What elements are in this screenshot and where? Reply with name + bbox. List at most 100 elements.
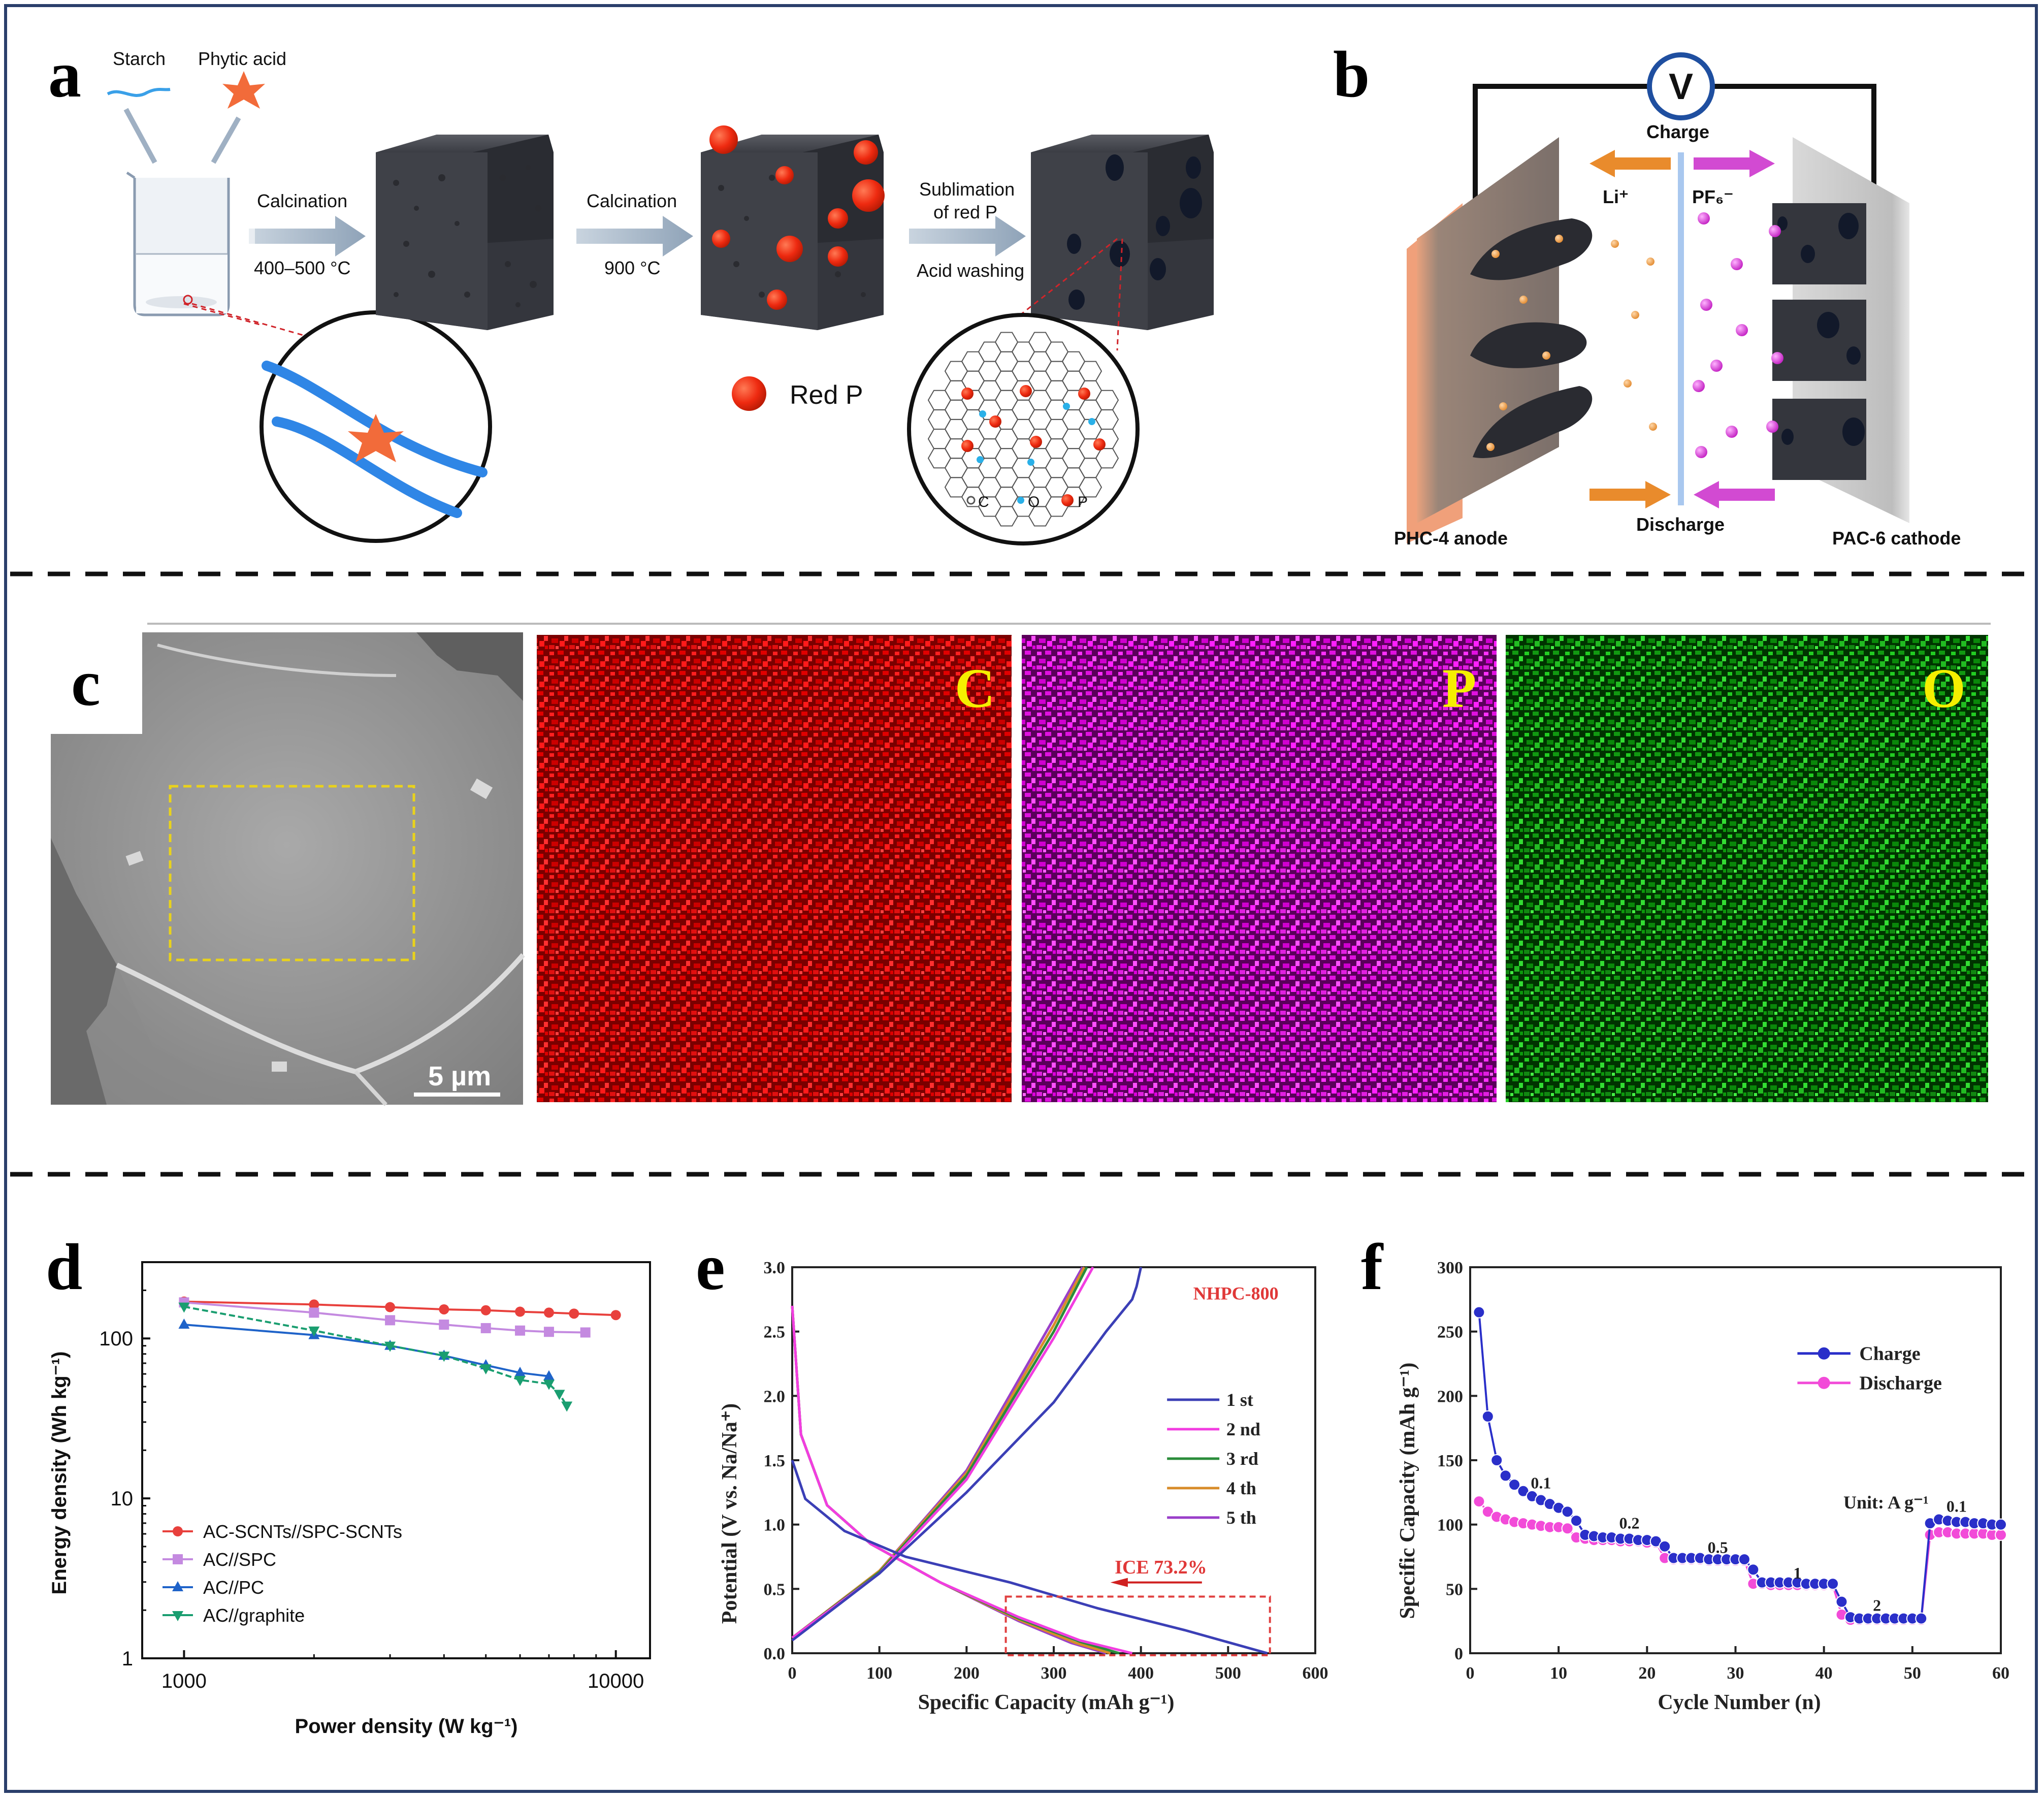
d-xlabel: Power density (W kg⁻¹) <box>295 1715 518 1738</box>
phytic-acid-star-icon <box>222 71 265 109</box>
e-ice-label: ICE 73.2% <box>1115 1557 1207 1578</box>
d-legend-marker <box>172 1611 183 1621</box>
panel-a: a Starch Phytic acid Calcination 400–500… <box>48 38 1214 545</box>
f-data-point <box>1738 1553 1750 1566</box>
f-legend-marker <box>1818 1347 1830 1360</box>
panel-letter-d: d <box>46 1231 82 1304</box>
panel-letter-c: c <box>71 647 101 720</box>
d-data-point <box>178 1302 190 1313</box>
d-data-point <box>385 1302 396 1312</box>
porous-carbon-cube <box>1031 135 1214 330</box>
lattice-phosphorus-atom <box>1020 385 1032 397</box>
d-series-line <box>184 1324 549 1377</box>
e-xlabel: Specific Capacity (mAh g⁻¹) <box>918 1691 1175 1714</box>
d-data-point <box>514 1366 526 1377</box>
lattice-phosphorus-atom <box>961 440 974 452</box>
f-rate-label: 2 <box>1873 1596 1881 1614</box>
step2-top-label: Calcination <box>587 190 677 211</box>
f-data-point <box>1473 1306 1485 1319</box>
e-xtick-label: 100 <box>866 1664 892 1683</box>
step2-bottom-label: 900 °C <box>604 258 660 278</box>
starch-label: Starch <box>113 48 166 69</box>
d-data-point <box>309 1307 319 1318</box>
d-data-point <box>543 1379 555 1390</box>
f-data-point <box>1995 1528 2007 1541</box>
lattice-oxygen-atom <box>1088 418 1095 425</box>
f-unit-label: Unit: A g⁻¹ <box>1843 1492 1929 1513</box>
starch-icon <box>107 88 171 97</box>
f-ytick-label: 300 <box>1437 1259 1463 1277</box>
lattice-oxygen-atom <box>1063 403 1070 410</box>
f-legend-marker <box>1818 1376 1830 1389</box>
carbon-cube-1 <box>376 135 554 330</box>
pf6-discharge-arrow <box>1694 481 1775 508</box>
eds-map-carbon <box>537 635 1012 1102</box>
panel-letter-a: a <box>48 38 81 111</box>
f-rate-label: 0.2 <box>1619 1514 1640 1532</box>
e-xtick-label: 600 <box>1303 1664 1328 1683</box>
d-ylabel: Energy density (Wh kg⁻¹) <box>48 1352 71 1595</box>
e-xtick-label: 300 <box>1041 1664 1067 1683</box>
d-legend-marker <box>172 1581 183 1591</box>
discharge-label: Discharge <box>1636 514 1725 535</box>
li-discharge-arrow <box>1589 481 1671 508</box>
f-xtick-label: 0 <box>1466 1664 1475 1683</box>
d-data-point <box>561 1401 573 1412</box>
eds-map-oxygen <box>1506 635 1988 1102</box>
e-sample-label: NHPC-800 <box>1193 1283 1279 1303</box>
f-data-point <box>1659 1540 1671 1553</box>
f-data-point <box>1473 1495 1485 1508</box>
f-ytick-label: 100 <box>1437 1516 1463 1535</box>
pf6-charge-arrow <box>1694 150 1775 177</box>
step1-top-label: Calcination <box>257 190 347 211</box>
d-data-point <box>308 1326 320 1337</box>
f-plot-frame <box>1469 1266 2002 1654</box>
e-ytick-label: 2.0 <box>764 1387 786 1406</box>
e-curve-discharge <box>791 1460 1268 1655</box>
f-data-point <box>1490 1454 1503 1466</box>
d-legend-label: AC//PC <box>203 1577 264 1598</box>
carbon-cube-red-p <box>701 125 885 330</box>
d-data-point <box>438 1352 450 1362</box>
f-series-line <box>1478 1312 2001 1620</box>
lattice-oxygen-atom <box>1027 459 1034 466</box>
d-data-point <box>480 1323 491 1333</box>
f-data-point <box>1499 1469 1512 1482</box>
f-rate-label: 0.5 <box>1708 1538 1728 1556</box>
d-data-point <box>515 1325 526 1336</box>
d-data-point <box>515 1306 526 1317</box>
atom-o-label: O <box>1028 494 1040 510</box>
f-legend-label: Charge <box>1859 1343 1920 1365</box>
e-curve-discharge <box>791 1305 1133 1655</box>
d-data-point <box>480 1305 491 1315</box>
f-data-point <box>1995 1518 2007 1531</box>
lattice-phosphorus-atom <box>989 415 1001 428</box>
eds-map-phosphorus-label: P <box>1442 657 1476 719</box>
step3-top-label-2: of red P <box>933 202 997 222</box>
f-xtick-label: 10 <box>1550 1664 1567 1683</box>
e-ylabel: Potential (V vs. Na/Na⁺) <box>718 1403 741 1624</box>
mapping-region-box <box>169 785 415 961</box>
f-data-point <box>1570 1515 1582 1527</box>
circuit-wire-left <box>1473 84 1648 223</box>
e-ytick-label: 0.5 <box>764 1580 786 1599</box>
figure-frame <box>4 4 2038 1793</box>
d-xtick-label: 10000 <box>588 1670 644 1692</box>
eds-map-carbon-label: C <box>955 657 995 719</box>
d-data-point <box>554 1390 565 1400</box>
d-legend-label: AC-SCNTs//SPC-SCNTs <box>203 1521 402 1542</box>
d-data-point <box>580 1327 591 1338</box>
d-data-point <box>514 1375 526 1386</box>
d-data-point <box>569 1308 579 1319</box>
f-ytick-label: 0 <box>1454 1645 1463 1663</box>
e-ytick-label: 3.0 <box>764 1259 786 1277</box>
li-charge-arrow <box>1589 150 1671 177</box>
panel-b: b V Charge Li⁺ PF₆⁻ Discharge PHC-4 anod… <box>1333 38 1961 549</box>
f-xtick-label: 40 <box>1815 1664 1833 1683</box>
eds-map-oxygen-label: O <box>1922 657 1966 719</box>
phytic-acid-label: Phytic acid <box>198 48 286 69</box>
phytic-acid-star-zoom-icon <box>348 414 404 462</box>
circuit-wire-right <box>1714 84 1876 203</box>
lattice-oxygen-atom <box>977 456 984 463</box>
